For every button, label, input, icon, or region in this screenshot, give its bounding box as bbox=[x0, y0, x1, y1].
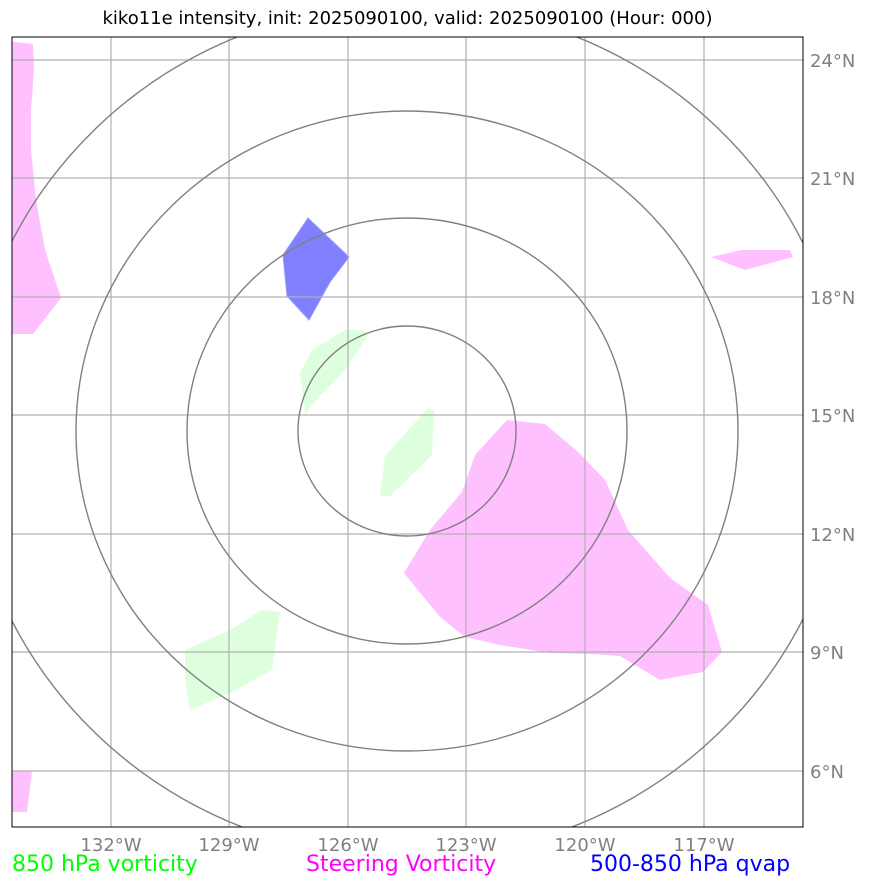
legend-qvap: 500-850 hPa qvap bbox=[590, 852, 791, 877]
range-ring-2 bbox=[186, 217, 628, 645]
latitude-labels: 24°N 21°N 18°N 15°N 12°N 9°N 6°N bbox=[810, 51, 855, 783]
steering-vorticity-region-west bbox=[12, 42, 61, 334]
lon-label-120w: 120°W bbox=[554, 835, 615, 856]
lat-label-9n: 9°N bbox=[810, 643, 844, 664]
qvap-region bbox=[282, 217, 350, 321]
vorticity-850-region-southwest bbox=[185, 610, 280, 710]
lon-label-129w: 129°W bbox=[198, 835, 259, 856]
legend-steering-vorticity: Steering Vorticity bbox=[306, 852, 497, 877]
range-ring-3 bbox=[75, 110, 739, 752]
qvap-fill bbox=[282, 217, 350, 321]
steering-vorticity-region-southwest bbox=[12, 771, 32, 812]
steering-vorticity-region-east bbox=[711, 250, 793, 270]
range-ring-1 bbox=[297, 325, 517, 537]
map-frame bbox=[11, 36, 804, 828]
legend-850hpa-vorticity: 850 hPa vorticity bbox=[12, 852, 198, 877]
steering-vorticity-region-central bbox=[404, 420, 722, 680]
lon-label-126w: 126°W bbox=[317, 835, 378, 856]
lat-label-24n: 24°N bbox=[810, 51, 855, 72]
vorticity-850-region-center bbox=[380, 408, 434, 496]
lon-label-117w: 117°W bbox=[673, 835, 734, 856]
steering-vorticity-fill bbox=[12, 42, 793, 812]
range-rings bbox=[12, 37, 803, 827]
lon-label-123w: 123°W bbox=[435, 835, 496, 856]
lat-label-12n: 12°N bbox=[810, 525, 855, 546]
lat-label-18n: 18°N bbox=[810, 288, 855, 309]
vorticity-850-fill bbox=[185, 330, 434, 710]
lat-label-21n: 21°N bbox=[810, 169, 855, 190]
longitude-labels: 132°W 129°W 126°W 123°W 120°W 117°W bbox=[80, 835, 734, 856]
map-title: kiko11e intensity, init: 2025090100, val… bbox=[102, 8, 713, 29]
lat-label-15n: 15°N bbox=[810, 406, 855, 427]
gridlines bbox=[12, 37, 803, 827]
vorticity-850-region-north bbox=[300, 330, 368, 414]
lon-label-132w: 132°W bbox=[80, 835, 141, 856]
lat-label-6n: 6°N bbox=[810, 762, 844, 783]
